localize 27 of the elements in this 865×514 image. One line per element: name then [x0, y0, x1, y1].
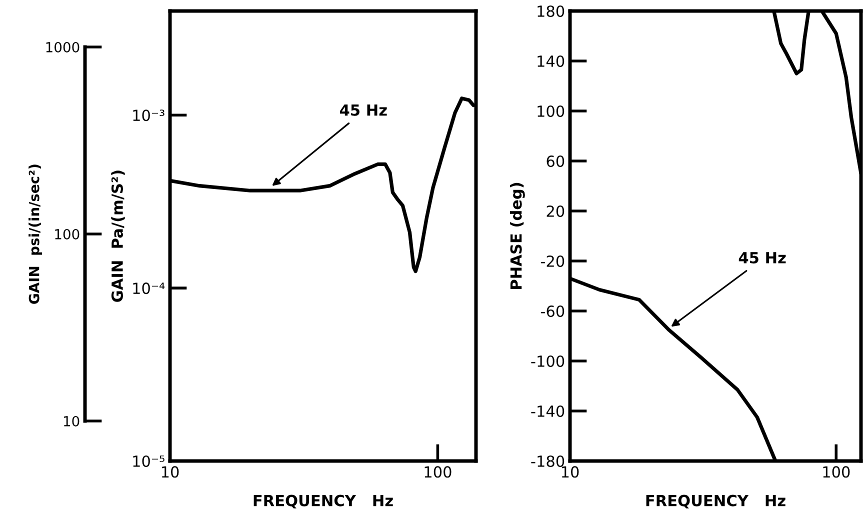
x-tick-label: 10	[562, 466, 579, 478]
y-tick-label: -140	[531, 405, 564, 418]
y-tick-label: -100	[531, 355, 564, 368]
y-tick-label: -20	[540, 255, 564, 268]
x-tick-label: 10	[162, 466, 179, 478]
x-axis-title: FREQUENCY Hz	[254, 494, 393, 508]
y-tick-label: 10⁻³	[133, 110, 164, 122]
y-tick-label: 100	[538, 105, 564, 118]
y-tick-label: 60	[546, 155, 564, 168]
y-tick-label: 140	[538, 55, 564, 68]
y-tick-label: 20	[546, 205, 564, 218]
text: 100	[55, 228, 80, 240]
y-tick-label: -60	[540, 305, 564, 318]
x-tick-label: 100	[823, 466, 850, 478]
y-tick-label: 10⁻⁴	[133, 282, 165, 294]
x-tick-label: 100	[424, 466, 452, 478]
y-tick-label: 180	[538, 5, 564, 18]
x-axis-title: FREQUENCY Hz	[646, 494, 786, 508]
text: 10	[64, 416, 80, 426]
y-axis-title: PHASE (deg)	[510, 182, 525, 289]
annotation: 45 Hz	[340, 104, 387, 116]
y-axis-title: GAIN Pa/(m/S²)	[111, 170, 125, 302]
y-tick-label: -180	[531, 455, 564, 468]
annotation: 45 Hz	[738, 252, 786, 264]
y-tick-label: 10⁻⁵	[133, 455, 164, 468]
text: 1000	[46, 42, 80, 52]
text: GAIN psi/(in/sec²)	[28, 164, 42, 304]
